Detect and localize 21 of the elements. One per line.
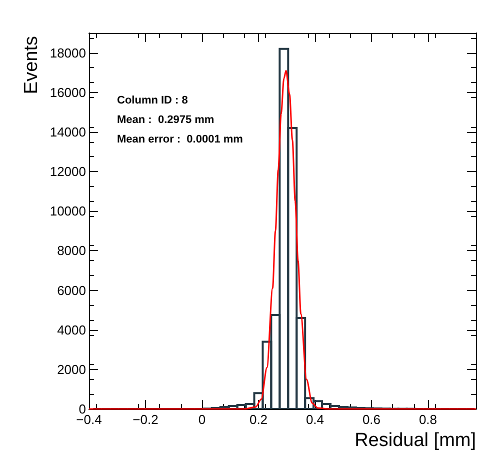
- y-tick-label: 0: [78, 402, 86, 416]
- y-tick-label: 16000: [50, 84, 86, 100]
- x-tick-label: 0: [198, 412, 206, 427]
- x-tick-label: 0.8: [418, 412, 438, 427]
- y-tick-label: 2000: [57, 362, 86, 377]
- y-tick-label: 14000: [50, 124, 86, 140]
- annotation: Mean : 0.2975 mm: [117, 114, 214, 126]
- y-tick-label: 6000: [57, 282, 86, 298]
- y-tick-label: 10000: [50, 204, 86, 219]
- x-axis-title: Residual [mm]: [354, 430, 476, 451]
- x-tick-label: 0.4: [306, 412, 324, 427]
- x-tick-label: −0.2: [132, 412, 158, 427]
- annotation: Column ID : 8: [117, 94, 188, 106]
- y-tick-label: 8000: [57, 243, 86, 258]
- y-tick-label: 18000: [50, 45, 86, 60]
- x-tick-label: 0.6: [362, 412, 381, 427]
- y-tick-label: 12000: [50, 164, 86, 180]
- x-tick-label: 0.2: [249, 412, 268, 427]
- annotation: Mean error : 0.0001 mm: [117, 134, 244, 146]
- y-axis-title: Events: [21, 36, 42, 94]
- y-tick-label: 4000: [57, 322, 86, 338]
